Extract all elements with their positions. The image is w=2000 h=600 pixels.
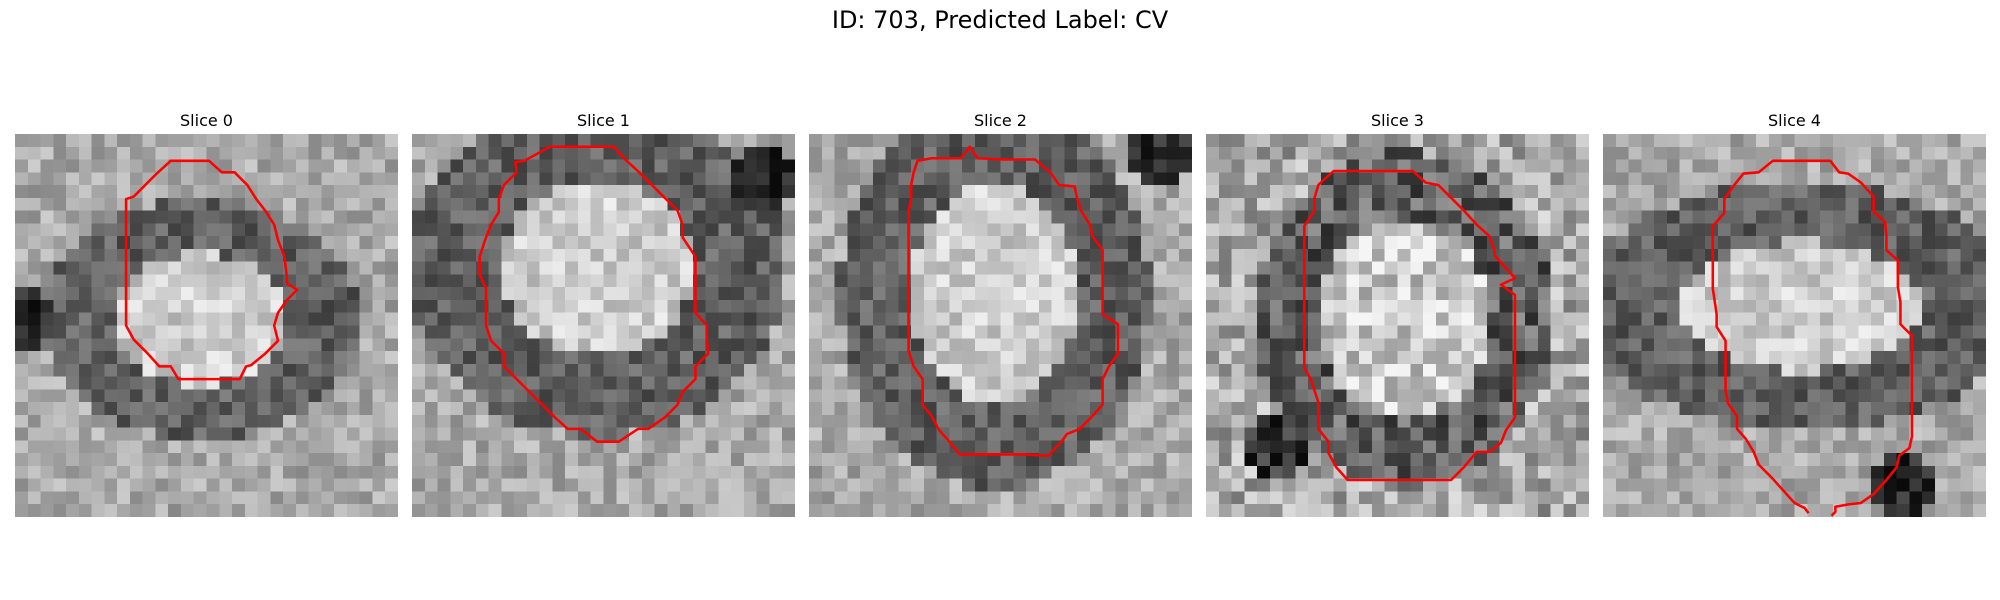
slice-panel-3: Slice 3 [1206, 108, 1589, 517]
slice-image [1206, 134, 1589, 517]
slice-panel-2: Slice 2 [809, 108, 1192, 517]
segmentation-contour [124, 159, 299, 381]
segmentation-contour [478, 145, 710, 443]
slice-title: Slice 3 [1371, 111, 1424, 130]
slice-panel-0: Slice 0 [15, 108, 398, 517]
figure-title: ID: 703, Predicted Label: CV [831, 6, 1169, 34]
slice-panel-4: Slice 4 [1603, 108, 1986, 517]
slice-image [15, 134, 398, 517]
slice-image [1603, 134, 1986, 517]
slice-title: Slice 2 [974, 111, 1027, 130]
slice-title: Slice 1 [577, 111, 630, 130]
slice-title: Slice 4 [1768, 111, 1821, 130]
slice-title: Slice 0 [180, 111, 233, 130]
slice-image [809, 134, 1192, 517]
slice-image [412, 134, 795, 517]
segmentation-contour [1711, 159, 1914, 517]
segmentation-contour [907, 145, 1120, 457]
slice-panel-1: Slice 1 [412, 108, 795, 517]
segmentation-contour [1303, 169, 1517, 482]
